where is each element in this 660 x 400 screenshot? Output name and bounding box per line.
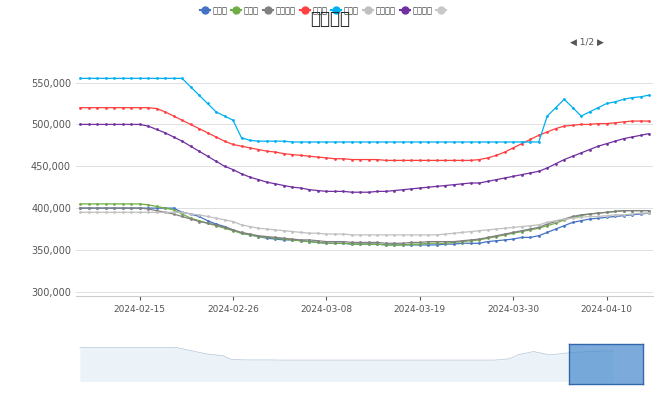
Text: ◀ 1/2 ▶: ◀ 1/2 ▶: [570, 38, 605, 46]
Text: 稀土价格: 稀土价格: [310, 10, 350, 28]
Legend: 氧化钕, 氧化镨, 氧化镨钕, 金属钕, 金属镨, 金属镨钕, 镨铁合金, : 氧化钕, 氧化镨, 氧化镨钕, 金属钕, 金属镨, 金属镨钕, 镨铁合金,: [199, 6, 449, 15]
